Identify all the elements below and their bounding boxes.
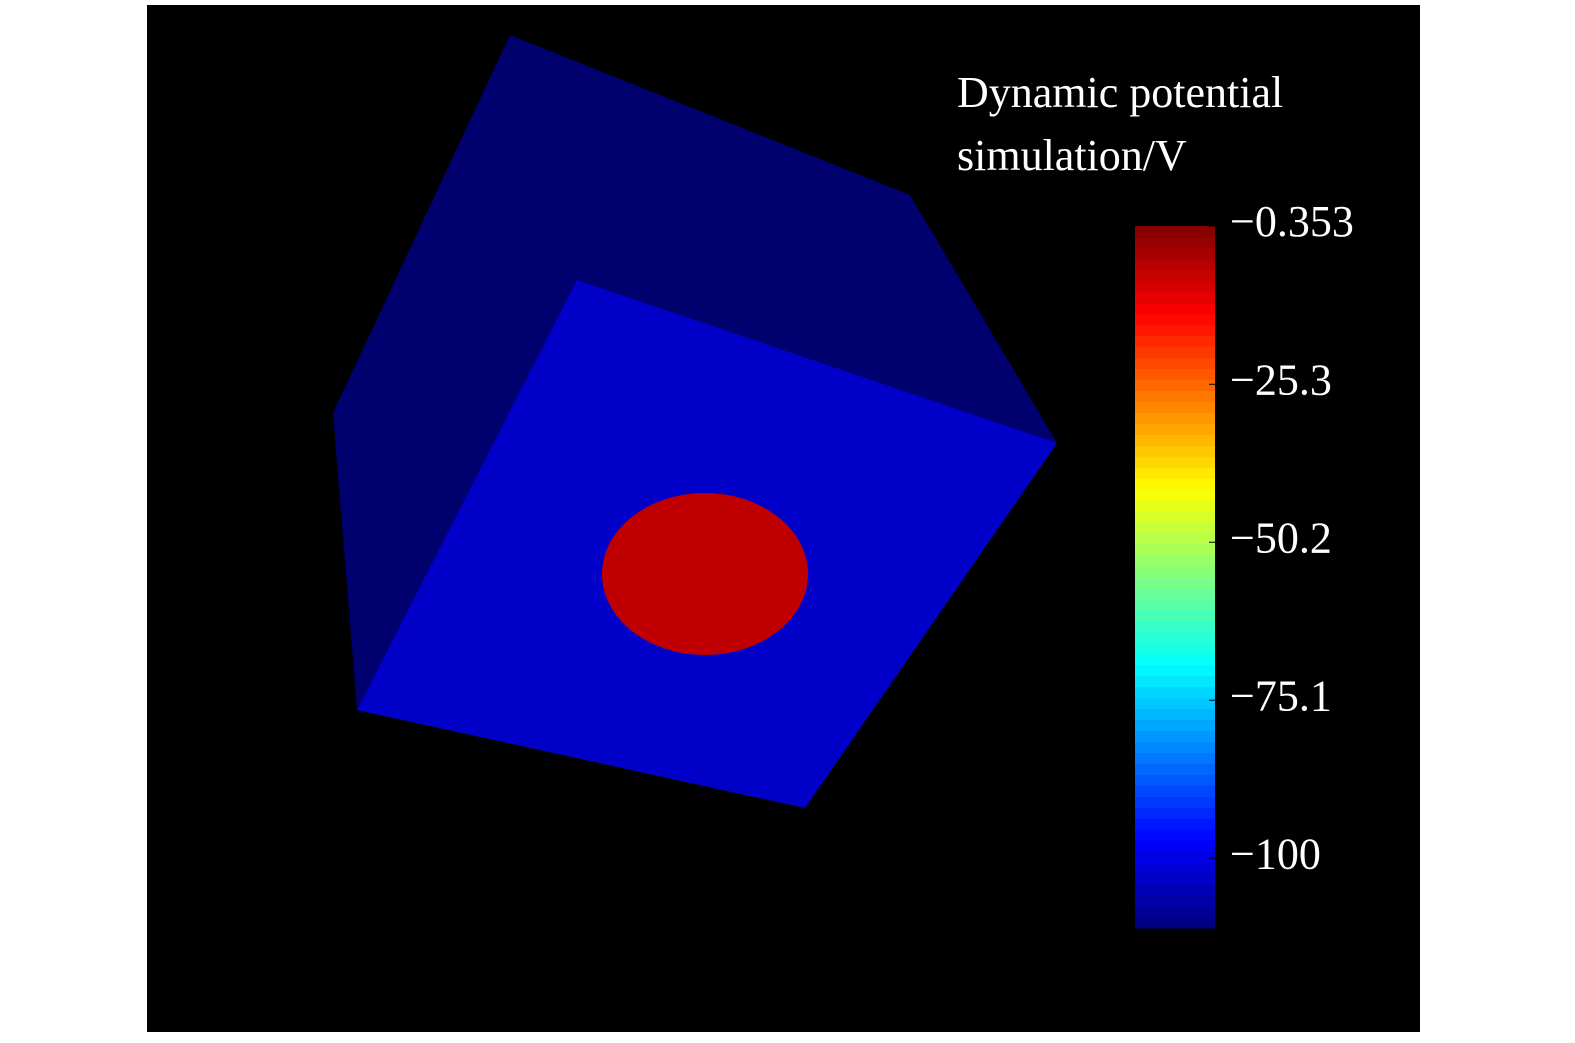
colorbar-band [1135,368,1215,381]
colorbar-title: simulation/V [957,131,1187,180]
colorbar-band [1135,752,1215,764]
colorbar-band [1135,280,1215,293]
colorbar-band [1135,456,1215,468]
colorbar-band [1135,302,1215,315]
colorbar-band [1135,829,1215,841]
colorbar-tick-label: −50.2 [1230,513,1332,562]
colorbar-band [1135,642,1215,655]
colorbar-band [1135,226,1215,238]
colorbar-band [1135,500,1215,512]
colorbar-band [1135,587,1215,600]
colorbar-band [1135,390,1215,402]
colorbar-band [1135,258,1215,271]
colorbar-band [1135,598,1215,611]
colorbar-band [1135,818,1215,830]
colorbar-band [1135,445,1215,457]
colorbar-band [1135,730,1215,743]
colorbar-band [1135,467,1215,479]
colorbar-band [1135,664,1215,677]
colorbar-tick-label: −0.353 [1230,197,1354,246]
colorbar-band [1135,357,1215,370]
colorbar-band [1135,884,1215,896]
colorbar-band [1135,379,1215,392]
colorbar-band [1135,401,1215,413]
colorbar-band [1135,478,1215,490]
colorbar-band [1135,851,1215,863]
colorbar-band [1135,346,1215,359]
colorbar-band [1135,785,1215,797]
colorbar-band [1135,335,1215,348]
colorbar-band [1135,653,1215,666]
electrode [602,493,808,655]
colorbar-band [1135,719,1215,732]
colorbar-band [1135,807,1215,819]
colorbar-band [1135,631,1215,644]
colorbar-band [1135,675,1215,688]
colorbar-tick-label: −100 [1230,829,1321,878]
colorbar-band [1135,686,1215,699]
colorbar-band [1135,236,1215,249]
colorbar-tick-label: −25.3 [1230,355,1332,404]
colorbar-band [1135,577,1215,589]
colorbar-band [1135,313,1215,326]
colorbar-band [1135,609,1215,622]
colorbar-band [1135,423,1215,435]
colorbar-band [1135,489,1215,501]
colorbar-band [1135,796,1215,808]
colorbar-band [1135,522,1215,534]
colorbar-band [1135,774,1215,786]
colorbar-band [1135,566,1215,578]
colorbar-band [1135,708,1215,721]
colorbar-band [1135,324,1215,337]
colorbar-band [1135,906,1215,918]
colorbar-band [1135,555,1215,567]
colorbar-band [1135,840,1215,852]
colorbar-band [1135,697,1215,710]
colorbar-band [1135,873,1215,885]
colorbar-band [1135,895,1215,907]
colorbar-band [1135,763,1215,775]
colorbar-band [1135,247,1215,260]
colorbar-tick-label: −75.1 [1230,671,1332,720]
colorbar-band [1135,533,1215,545]
colorbar-title: Dynamic potential [957,68,1283,117]
colorbar-band [1135,620,1215,633]
colorbar-band [1135,269,1215,282]
colorbar-band [1135,741,1215,753]
colorbar-band [1135,291,1215,304]
colorbar-band [1135,917,1215,929]
colorbar-band [1135,862,1215,874]
colorbar-band [1135,511,1215,523]
colorbar-band [1135,544,1215,556]
colorbar-band [1135,434,1215,446]
colorbar-band [1135,412,1215,424]
